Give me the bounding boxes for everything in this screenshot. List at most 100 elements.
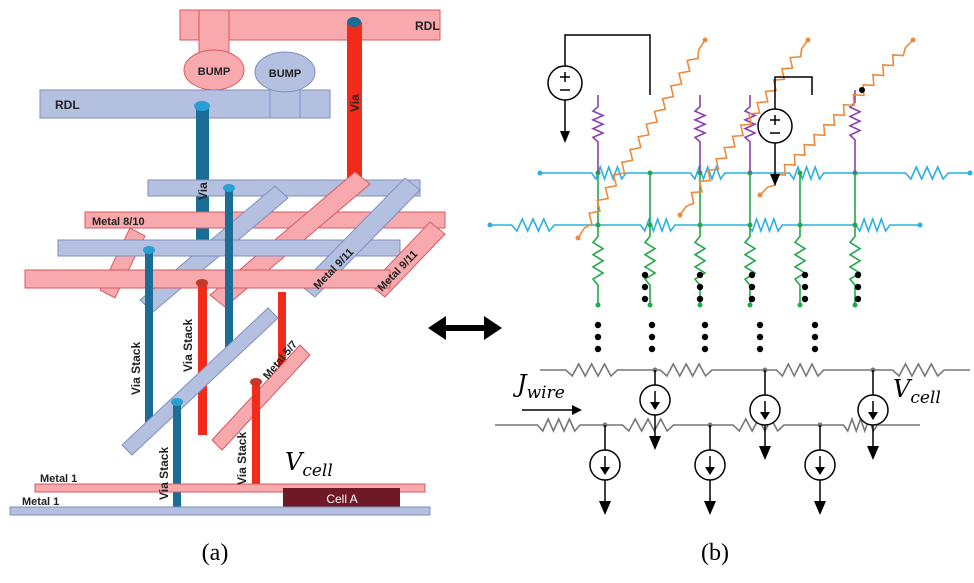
label: RDL xyxy=(415,19,440,33)
node xyxy=(703,38,708,43)
node xyxy=(798,303,803,308)
node xyxy=(698,303,703,308)
arrow-head xyxy=(572,405,582,415)
node xyxy=(596,223,601,228)
ground-arrow xyxy=(814,501,826,515)
node xyxy=(757,334,763,340)
node xyxy=(798,171,803,176)
resistor-wire xyxy=(850,90,860,173)
node xyxy=(648,223,653,228)
bump-stem xyxy=(199,10,229,55)
resistor-wire xyxy=(593,95,603,173)
metal-bar xyxy=(148,180,420,196)
node xyxy=(749,296,755,302)
node xyxy=(802,272,808,278)
double-arrow xyxy=(428,316,502,340)
node xyxy=(859,87,865,93)
node xyxy=(918,223,923,228)
voltage-source xyxy=(758,109,792,143)
label: Metal 1 xyxy=(40,473,77,485)
ground-arrow xyxy=(704,501,716,515)
node xyxy=(702,346,708,352)
ground-arrow xyxy=(867,446,879,460)
node xyxy=(855,272,861,278)
node xyxy=(697,284,703,290)
ground-arrow xyxy=(599,501,611,515)
node xyxy=(855,296,861,302)
arrow-head xyxy=(770,174,780,186)
wire xyxy=(775,77,812,109)
via-marker xyxy=(194,101,210,111)
caption: (b) xyxy=(701,540,729,566)
node xyxy=(648,171,653,176)
label: Cell A xyxy=(326,492,357,506)
node xyxy=(758,193,763,198)
metal-1 xyxy=(10,507,430,515)
via-stack xyxy=(252,382,260,490)
node xyxy=(649,334,655,340)
node xyxy=(488,223,493,228)
node xyxy=(802,284,808,290)
node xyxy=(698,223,703,228)
panel-b: Jwire Vcell (b) xyxy=(488,35,973,566)
node xyxy=(968,171,973,176)
figure: RDL BUMP BUMP RDL Via Via Metal 8/10 Met… xyxy=(0,0,974,583)
node xyxy=(538,171,543,176)
node xyxy=(855,284,861,290)
node xyxy=(596,303,601,308)
node xyxy=(595,322,601,328)
node xyxy=(757,322,763,328)
label: Via xyxy=(348,94,362,112)
resistor-wire xyxy=(593,173,603,305)
resistor-wire xyxy=(695,95,705,173)
label: Via Stack xyxy=(181,319,195,372)
node xyxy=(911,38,916,43)
label: Metal 1 xyxy=(22,496,59,508)
node xyxy=(806,38,811,43)
node xyxy=(649,322,655,328)
label: Metal 8/10 xyxy=(92,216,145,228)
node xyxy=(812,322,818,328)
node xyxy=(702,322,708,328)
v-cell: Vcell xyxy=(893,375,941,408)
via-stack xyxy=(198,282,207,435)
arrow-head xyxy=(560,131,570,143)
ground-arrow xyxy=(759,446,771,460)
node xyxy=(649,346,655,352)
panel-a: RDL BUMP BUMP RDL Via Via Metal 8/10 Met… xyxy=(10,10,445,566)
node xyxy=(642,272,648,278)
v-cell: Vcell xyxy=(285,448,333,481)
caption: (a) xyxy=(202,540,229,566)
node xyxy=(595,346,601,352)
resistor-wire xyxy=(745,95,755,173)
node xyxy=(595,334,601,340)
node xyxy=(853,223,858,228)
resistor-wire xyxy=(540,167,970,179)
node xyxy=(642,296,648,302)
j-wire: Jwire xyxy=(512,370,565,403)
node xyxy=(576,236,581,241)
label: Via xyxy=(196,182,210,200)
node xyxy=(642,284,648,290)
node xyxy=(697,272,703,278)
via-stack xyxy=(225,188,233,355)
node xyxy=(748,223,753,228)
label: Via Stack xyxy=(157,447,171,500)
node xyxy=(853,303,858,308)
via-stack xyxy=(173,400,181,512)
node xyxy=(802,296,808,302)
node xyxy=(757,346,763,352)
node xyxy=(812,346,818,352)
via-stack xyxy=(145,250,153,435)
node xyxy=(749,284,755,290)
node xyxy=(749,272,755,278)
node xyxy=(678,213,683,218)
node xyxy=(648,303,653,308)
via-marker xyxy=(347,17,361,27)
label: Via Stack xyxy=(235,432,249,485)
label: RDL xyxy=(55,98,80,112)
label: BUMP xyxy=(198,66,230,78)
label: Via Stack xyxy=(129,342,143,395)
node xyxy=(798,223,803,228)
voltage-source xyxy=(548,66,582,100)
